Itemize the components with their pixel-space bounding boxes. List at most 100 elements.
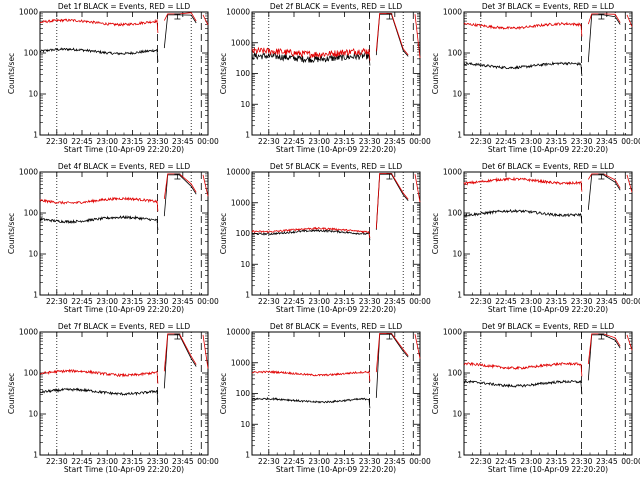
y-tick-label: 1 xyxy=(457,291,462,300)
y-tick-label: 10000 xyxy=(226,328,250,337)
x-tick-label: 22:30 xyxy=(470,457,492,466)
lld-series-line-end xyxy=(414,174,421,203)
events-series-line xyxy=(39,47,159,62)
x-tick-label: 23:00 xyxy=(520,297,542,306)
y-tick-label: 1 xyxy=(245,291,250,300)
events-series-line-after-gap xyxy=(587,14,621,63)
y-tick-label: 100 xyxy=(448,369,463,378)
events-series-line xyxy=(251,52,371,66)
panel-2: Det 2f BLACK = Events, RED = LLD 1 10 100 10… xyxy=(219,2,431,154)
plot-frame xyxy=(251,11,421,136)
lld-series-line xyxy=(463,21,583,37)
x-tick-label: 23:15 xyxy=(334,137,356,146)
x-tick-label: 23:00 xyxy=(96,137,118,146)
y-tick-label: 100 xyxy=(236,389,251,398)
panel-title: Det 2f BLACK = Events, RED = LLD xyxy=(270,2,403,11)
x-tick-label: 23:30 xyxy=(147,457,169,466)
y-axis-label: Counts/sec xyxy=(219,53,228,94)
x-tick-label: 22:30 xyxy=(470,297,492,306)
y-tick-label: 1 xyxy=(457,131,462,140)
x-axis-label: Start Time (10-Apr-09 22:20:20) xyxy=(488,305,608,314)
plot-frame xyxy=(39,171,209,296)
y-tick-label: 1000 xyxy=(19,8,38,17)
y-tick-label: 10 xyxy=(28,410,38,419)
lld-series-line xyxy=(39,368,159,384)
y-axis-label: Counts/sec xyxy=(431,53,440,94)
panel-6: Det 6f BLACK = Events, RED = LLD 1 10 100 10… xyxy=(431,162,640,314)
x-axis-label: Start Time (10-Apr-09 22:20:20) xyxy=(64,145,184,154)
y-tick-label: 1000 xyxy=(443,8,462,17)
x-tick-label: 00:00 xyxy=(409,297,431,306)
x-tick-label: 23:30 xyxy=(359,457,381,466)
plot-frame xyxy=(463,11,633,136)
marker-glyph xyxy=(174,333,181,340)
x-tick-label: 22:45 xyxy=(495,457,517,466)
y-tick-label: 10 xyxy=(28,250,38,259)
y-tick-label: 100 xyxy=(24,49,39,58)
y-axis-label: Counts/sec xyxy=(219,373,228,414)
x-tick-label: 00:00 xyxy=(621,457,640,466)
events-series-line xyxy=(251,396,371,409)
lld-series-line xyxy=(39,196,159,212)
lld-series-line xyxy=(463,176,583,192)
plot-frame xyxy=(251,331,421,456)
x-tick-label: 23:30 xyxy=(359,137,381,146)
x-tick-label: 23:00 xyxy=(308,457,330,466)
x-tick-label: 23:45 xyxy=(596,297,618,306)
x-tick-label: 22:30 xyxy=(470,137,492,146)
panel-7: Det 7f BLACK = Events, RED = LLD 1 10 100 10… xyxy=(7,322,219,474)
x-tick-label: 23:00 xyxy=(520,137,542,146)
lld-series-line-end xyxy=(414,14,421,59)
marker-glyph xyxy=(598,13,605,20)
lld-series-line xyxy=(251,46,371,61)
y-axis-label: Counts/sec xyxy=(7,373,16,414)
x-tick-label: 23:30 xyxy=(571,297,593,306)
x-tick-label: 22:45 xyxy=(495,297,517,306)
y-tick-label: 10000 xyxy=(226,8,250,17)
lld-series-line xyxy=(251,226,371,239)
events-series-line xyxy=(251,228,371,241)
plot-frame xyxy=(463,171,633,296)
x-axis-label: Start Time (10-Apr-09 22:20:20) xyxy=(64,465,184,474)
events-series-line-after-gap xyxy=(163,334,197,389)
events-series-line xyxy=(463,61,583,77)
x-tick-label: 23:00 xyxy=(96,457,118,466)
y-tick-label: 1 xyxy=(33,451,38,460)
events-series-line-after-gap xyxy=(163,174,197,217)
x-tick-label: 23:45 xyxy=(596,137,618,146)
x-tick-label: 23:15 xyxy=(546,457,568,466)
x-tick-label: 00:00 xyxy=(409,457,431,466)
y-tick-label: 1000 xyxy=(231,358,250,367)
panel-title: Det 9f BLACK = Events, RED = LLD xyxy=(482,322,615,331)
marker-glyph xyxy=(598,173,605,180)
lld-series-line-end xyxy=(202,334,209,369)
marker-glyph xyxy=(598,333,605,340)
x-axis-label: Start Time (10-Apr-09 22:20:20) xyxy=(64,305,184,314)
lld-series-line-after-gap xyxy=(375,333,409,373)
x-axis-label: Start Time (10-Apr-09 22:20:20) xyxy=(276,305,396,314)
y-tick-label: 100 xyxy=(448,209,463,218)
x-tick-label: 23:45 xyxy=(172,137,194,146)
panel-title: Det 3f BLACK = Events, RED = LLD xyxy=(482,2,615,11)
x-tick-label: 23:00 xyxy=(96,297,118,306)
y-tick-label: 10 xyxy=(452,90,462,99)
events-series-line-after-gap xyxy=(587,174,621,210)
x-tick-label: 23:30 xyxy=(147,137,169,146)
lld-series-line xyxy=(251,369,371,382)
marker-glyph xyxy=(386,173,393,180)
lld-series-line-end xyxy=(626,334,633,351)
x-tick-label: 22:30 xyxy=(46,457,68,466)
events-series-line-after-gap xyxy=(375,13,409,57)
y-tick-label: 10 xyxy=(28,90,38,99)
plot-frame xyxy=(463,331,633,456)
lld-series-line xyxy=(463,361,583,377)
x-tick-label: 23:45 xyxy=(384,297,406,306)
lld-series-line-end xyxy=(202,14,209,26)
x-tick-label: 23:30 xyxy=(571,137,593,146)
x-tick-label: 23:15 xyxy=(122,137,144,146)
y-tick-label: 10 xyxy=(240,100,250,109)
lld-series-line-after-gap xyxy=(375,173,409,229)
panel-title: Det 8f BLACK = Events, RED = LLD xyxy=(270,322,403,331)
x-tick-label: 22:30 xyxy=(46,297,68,306)
